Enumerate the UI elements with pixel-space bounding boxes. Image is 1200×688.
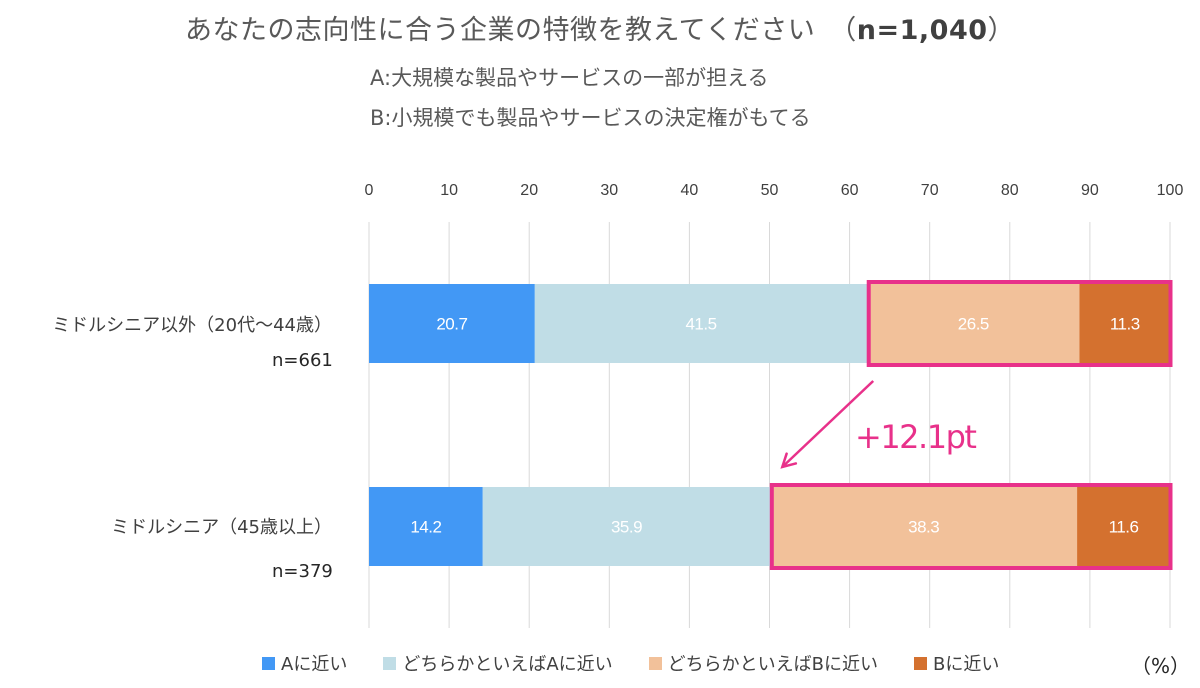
subtitle-option-a: A:大規模な製品やサービスの一部が担える: [370, 66, 769, 90]
subtitle-option-b: B:小規模でも製品やサービスの決定権がもてる: [370, 106, 811, 130]
legend-item: どちらかといえばAに近い: [383, 650, 613, 676]
bar-segment: [770, 487, 1078, 566]
x-tick-label: 10: [440, 182, 458, 199]
title-n-close: ）: [987, 15, 1016, 46]
title-sample-size: n=1,040: [856, 15, 988, 46]
category-label: ミドルシニア（45歳以上）: [111, 517, 332, 538]
highlight-box: [769, 483, 1173, 570]
x-tick-label: 90: [1081, 182, 1099, 199]
legend-label: Bに近い: [933, 654, 1000, 675]
legend-swatch: [914, 656, 927, 670]
legend-label: どちらかといえばBに近い: [667, 654, 878, 675]
data-label: 35.9: [611, 518, 642, 537]
bar-segment: [867, 284, 1080, 363]
legend-label: Aに近い: [281, 654, 348, 675]
legend-swatch: [262, 656, 275, 670]
bar-segment: [1079, 284, 1170, 363]
x-tick-label: 60: [841, 182, 859, 199]
x-tick-label: 30: [600, 182, 618, 199]
title-n-open: （: [842, 15, 857, 46]
bar-layer: [369, 284, 1170, 566]
data-label: 20.7: [436, 315, 467, 334]
bar-segment: [534, 284, 868, 363]
bar-segment: [369, 284, 535, 363]
legend-item: どちらかといえばBに近い: [648, 650, 878, 676]
x-tick-label: 80: [1001, 182, 1019, 199]
difference-annotation: +12.1pt: [855, 418, 977, 456]
x-tick-label: 100: [1157, 182, 1184, 199]
bar-segment: [369, 487, 483, 566]
highlight-box: [866, 280, 1173, 367]
data-label: 41.5: [685, 315, 716, 334]
legend-swatch: [383, 656, 397, 670]
legend-item: Bに近い: [914, 650, 999, 676]
title-text: あなたの志向性に合う企業の特徴を教えてください: [184, 15, 816, 46]
data-label: 11.3: [1110, 315, 1140, 334]
sample-size-label: n=379: [272, 561, 333, 582]
x-tick-label: 40: [681, 182, 699, 199]
page-title: あなたの志向性に合う企業の特徴を教えてください （n=1,040）: [0, 8, 1200, 47]
data-label: 38.3: [908, 518, 939, 537]
legend: Aに近い どちらかといえばAに近い どちらかといえばBに近い Bに近い: [262, 650, 1035, 676]
label-layer: 20.7 41.5 26.5 11.3 14.2 35.9 38.3 11.6: [410, 315, 1140, 537]
data-label: 26.5: [958, 315, 989, 334]
category-label: ミドルシニア以外（20代〜44歳）: [52, 315, 332, 336]
change-arrow-line: [781, 380, 875, 468]
data-label: 11.6: [1109, 518, 1139, 537]
highlight-layer: [769, 280, 1173, 570]
legend-item: Aに近い: [262, 650, 347, 676]
arrow-layer: [780, 380, 875, 469]
x-tick-label: 20: [520, 182, 538, 199]
data-label: 14.2: [410, 518, 441, 537]
bar-segment: [1077, 487, 1170, 566]
sample-size-label: n=661: [272, 350, 333, 371]
legend-label: どちらかといえばAに近い: [402, 654, 613, 675]
x-tick-label: 50: [761, 182, 779, 199]
x-tick-label: 0: [365, 182, 374, 199]
legend-swatch: [648, 656, 662, 670]
x-tick-label: 70: [921, 182, 939, 199]
bar-segment: [482, 487, 771, 566]
unit-label: （%）: [1131, 654, 1191, 678]
change-arrow-head: [780, 452, 798, 469]
